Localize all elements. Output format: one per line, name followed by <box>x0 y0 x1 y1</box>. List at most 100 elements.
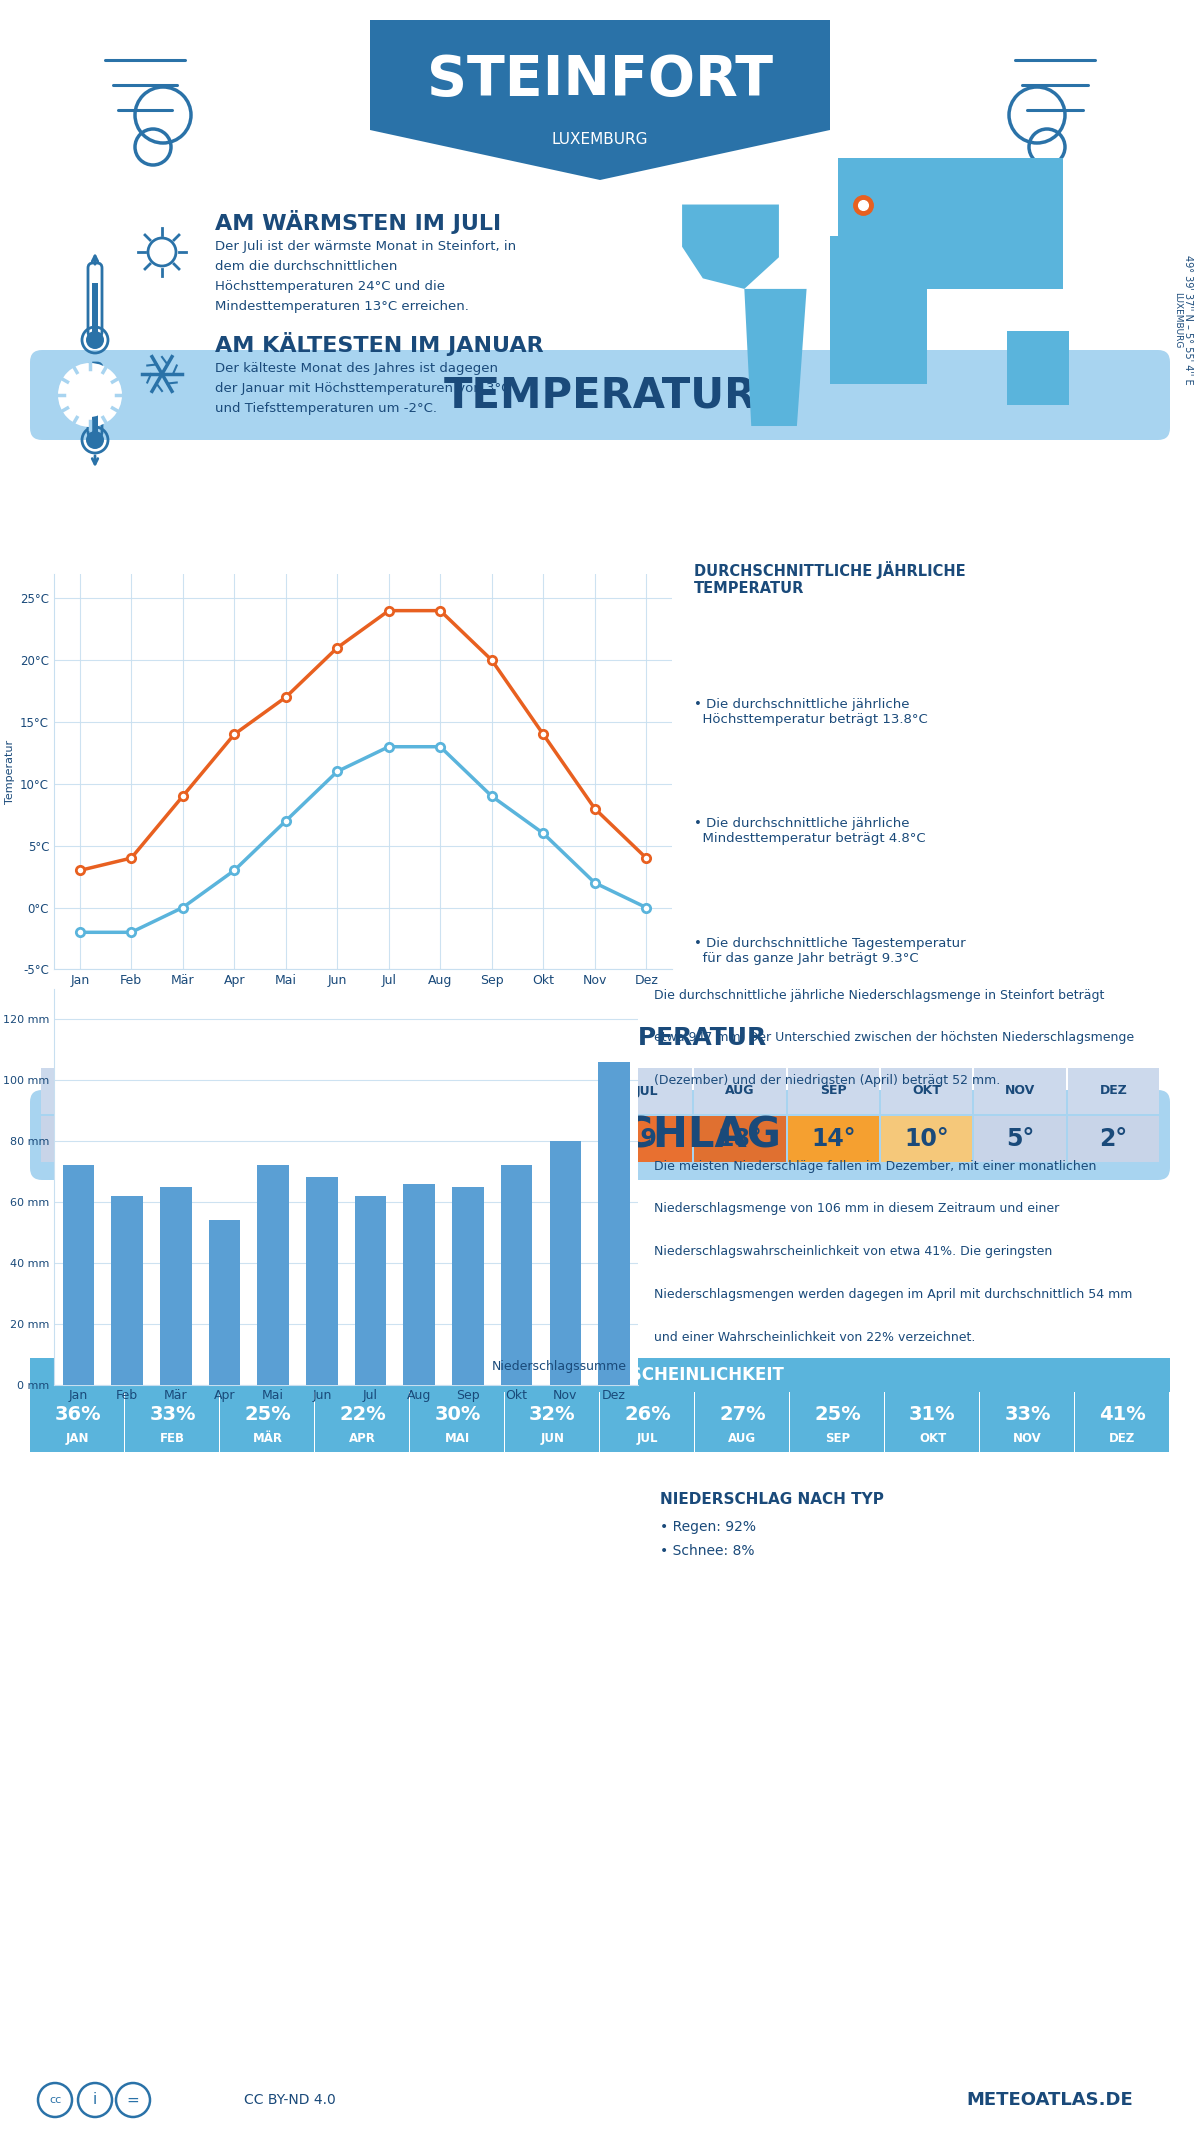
Circle shape <box>68 372 112 417</box>
Bar <box>160 1186 192 1385</box>
Bar <box>403 1183 436 1385</box>
Text: MÄR: MÄR <box>258 1085 289 1098</box>
Text: DURCHSCHNITTLICHE JÄHRLICHE
TEMPERATUR: DURCHSCHNITTLICHE JÄHRLICHE TEMPERATUR <box>694 561 965 597</box>
Text: JUN: JUN <box>540 1432 564 1444</box>
Text: AM WÄRMSTEN IM JULI: AM WÄRMSTEN IM JULI <box>215 210 502 233</box>
Text: NIEDERSCHLAG: NIEDERSCHLAG <box>419 1115 781 1156</box>
Polygon shape <box>1007 332 1069 404</box>
Text: Niederschlagsmengen werden dagegen im April mit durchschnittlich 54 mm: Niederschlagsmengen werden dagegen im Ap… <box>654 1288 1133 1301</box>
FancyBboxPatch shape <box>30 1089 1170 1179</box>
Bar <box>600 1391 694 1453</box>
Text: AUG: AUG <box>728 1432 756 1444</box>
FancyBboxPatch shape <box>30 351 1170 441</box>
Text: 9°: 9° <box>353 1128 380 1151</box>
Bar <box>306 1177 337 1385</box>
Text: 12°: 12° <box>438 1128 482 1151</box>
Text: Der kälteste Monat des Jahres ist dagegen: Der kälteste Monat des Jahres ist dagege… <box>215 362 498 374</box>
Text: 2°: 2° <box>1099 1128 1128 1151</box>
Bar <box>500 1166 533 1385</box>
Text: Höchsttemperaturen 24°C und die: Höchsttemperaturen 24°C und die <box>215 280 445 293</box>
Legend: Maximale Temperatur, Minimale Temperatur: Maximale Temperatur, Minimale Temperatur <box>163 991 563 1012</box>
Text: =: = <box>127 2093 139 2108</box>
Text: APR: APR <box>353 1085 380 1098</box>
Bar <box>974 1068 1066 1115</box>
Polygon shape <box>830 235 926 383</box>
Text: 27%: 27% <box>719 1406 766 1425</box>
Text: MAI: MAI <box>446 1085 473 1098</box>
Text: und einer Wahrscheinlichkeit von 22% verzeichnet.: und einer Wahrscheinlichkeit von 22% ver… <box>654 1331 976 1344</box>
Polygon shape <box>370 19 830 180</box>
Bar <box>62 1166 94 1385</box>
Bar <box>980 1391 1074 1453</box>
Text: JUL: JUL <box>635 1085 658 1098</box>
Circle shape <box>64 1111 96 1143</box>
Bar <box>410 1391 504 1453</box>
Polygon shape <box>839 158 911 235</box>
Text: i: i <box>92 2093 97 2108</box>
Text: 33%: 33% <box>1004 1406 1051 1425</box>
Bar <box>134 1115 226 1162</box>
Text: 1°: 1° <box>72 1128 101 1151</box>
Bar <box>125 1391 220 1453</box>
Text: NIEDERSCHLAG NACH TYP: NIEDERSCHLAG NACH TYP <box>660 1492 884 1507</box>
Polygon shape <box>911 158 1062 289</box>
Bar <box>228 1115 319 1162</box>
Bar <box>695 1391 790 1453</box>
Text: etwa 947 mm. Der Unterschied zwischen der höchsten Niederschlagsmenge: etwa 947 mm. Der Unterschied zwischen de… <box>654 1031 1134 1044</box>
Bar <box>787 1068 878 1115</box>
Bar <box>452 1186 484 1385</box>
Bar <box>92 282 98 334</box>
Bar <box>601 1068 692 1115</box>
Bar <box>505 1391 599 1453</box>
Text: JAN: JAN <box>74 1085 98 1098</box>
Text: AUG: AUG <box>725 1085 755 1098</box>
Text: cc: cc <box>49 2095 61 2106</box>
Text: 30%: 30% <box>434 1406 481 1425</box>
Circle shape <box>78 1102 118 1143</box>
Text: FEB: FEB <box>160 1432 185 1444</box>
Text: APR: APR <box>349 1432 376 1444</box>
Bar <box>41 1115 132 1162</box>
Text: LUXEMBURG: LUXEMBURG <box>552 133 648 148</box>
Text: OKT: OKT <box>912 1085 941 1098</box>
Text: Der Juli ist der wärmste Monat in Steinfort, in: Der Juli ist der wärmste Monat in Steinf… <box>215 240 516 253</box>
Bar <box>695 1115 786 1162</box>
Text: OKT: OKT <box>919 1432 946 1444</box>
Text: 33%: 33% <box>149 1406 196 1425</box>
Text: dem die durchschnittlichen: dem die durchschnittlichen <box>215 259 397 274</box>
Text: der Januar mit Höchsttemperaturen von 3°C: der Januar mit Höchsttemperaturen von 3°… <box>215 383 510 396</box>
Bar <box>30 1391 124 1453</box>
Bar <box>508 1115 599 1162</box>
Bar <box>881 1068 972 1115</box>
Bar <box>41 1068 132 1115</box>
Bar <box>1068 1115 1159 1162</box>
Bar <box>30 1359 1170 1391</box>
Text: AM KÄLTESTEN IM JANUAR: AM KÄLTESTEN IM JANUAR <box>215 332 544 355</box>
Text: Niederschlagsmenge von 106 mm in diesem Zeitraum und einer: Niederschlagsmenge von 106 mm in diesem … <box>654 1203 1060 1216</box>
Bar <box>974 1115 1066 1162</box>
Text: • Die durchschnittliche jährliche
  Höchsttemperatur beträgt 13.8°C: • Die durchschnittliche jährliche Höchst… <box>694 698 928 725</box>
Bar <box>134 1068 226 1115</box>
Text: 25%: 25% <box>244 1406 290 1425</box>
Text: • Schnee: 8%: • Schnee: 8% <box>660 1543 755 1558</box>
Text: METEOATLAS.DE: METEOATLAS.DE <box>967 2091 1133 2110</box>
Text: TEMPERATUR: TEMPERATUR <box>443 374 757 415</box>
Bar <box>599 1061 630 1385</box>
Bar <box>322 1068 413 1115</box>
Text: 19°: 19° <box>624 1128 670 1151</box>
Text: FEB: FEB <box>167 1085 193 1098</box>
Bar <box>209 1220 240 1385</box>
Text: 5°: 5° <box>259 1128 288 1151</box>
Bar <box>92 413 98 432</box>
Bar <box>550 1141 581 1385</box>
Y-axis label: Temperatur: Temperatur <box>5 740 14 802</box>
Bar <box>257 1166 289 1385</box>
Text: 5°: 5° <box>1006 1128 1034 1151</box>
Bar <box>414 1068 505 1115</box>
Circle shape <box>100 1115 126 1141</box>
Bar <box>787 1115 878 1162</box>
Text: NOV: NOV <box>1013 1432 1042 1444</box>
Text: SEP: SEP <box>820 1085 847 1098</box>
Bar <box>220 1391 314 1453</box>
Bar <box>695 1068 786 1115</box>
